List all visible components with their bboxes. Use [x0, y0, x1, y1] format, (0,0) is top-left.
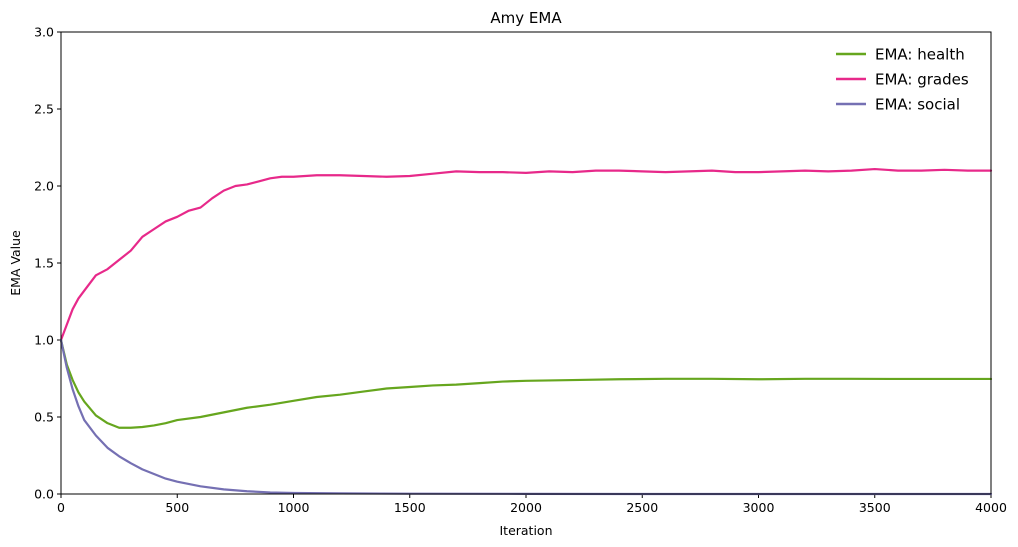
y-axis: 0.0 0.5 1.0 1.5 2.0 2.5 3.0: [34, 25, 61, 502]
y-tick-label: 2.0: [34, 179, 54, 194]
series-line-ema-grades: [59, 167, 993, 342]
x-axis: 0 500 1000 1500 2000 2500 3000 3500 4000: [57, 494, 1007, 515]
legend-label: EMA: grades: [875, 71, 969, 89]
y-tick-label: 0.5: [34, 410, 54, 425]
series-line-ema-health: [59, 338, 993, 429]
x-tick-label: 1500: [394, 500, 426, 515]
x-tick-label: 3000: [743, 500, 775, 515]
x-tick-label: 3500: [859, 500, 891, 515]
x-tick-label: 0: [57, 500, 65, 515]
y-axis-label: EMA Value: [8, 230, 23, 296]
x-tick-label: 1000: [278, 500, 310, 515]
x-axis-label: Iteration: [499, 523, 552, 538]
y-tick-label: 1.0: [34, 333, 54, 348]
legend: EMA: health EMA: grades EMA: social: [836, 46, 969, 114]
x-tick-label: 500: [165, 500, 189, 515]
y-tick-label: 2.5: [34, 102, 54, 117]
chart-title: Amy EMA: [490, 9, 562, 27]
x-tick-label: 2500: [626, 500, 658, 515]
y-tick-label: 1.5: [34, 256, 54, 271]
legend-label: EMA: social: [875, 96, 960, 114]
y-tick-label: 0.0: [34, 487, 54, 502]
plot-frame: [60, 31, 992, 495]
x-tick-label: 4000: [975, 500, 1007, 515]
legend-label: EMA: health: [875, 46, 965, 64]
x-tick-label: 2000: [510, 500, 542, 515]
y-tick-label: 3.0: [34, 25, 54, 40]
